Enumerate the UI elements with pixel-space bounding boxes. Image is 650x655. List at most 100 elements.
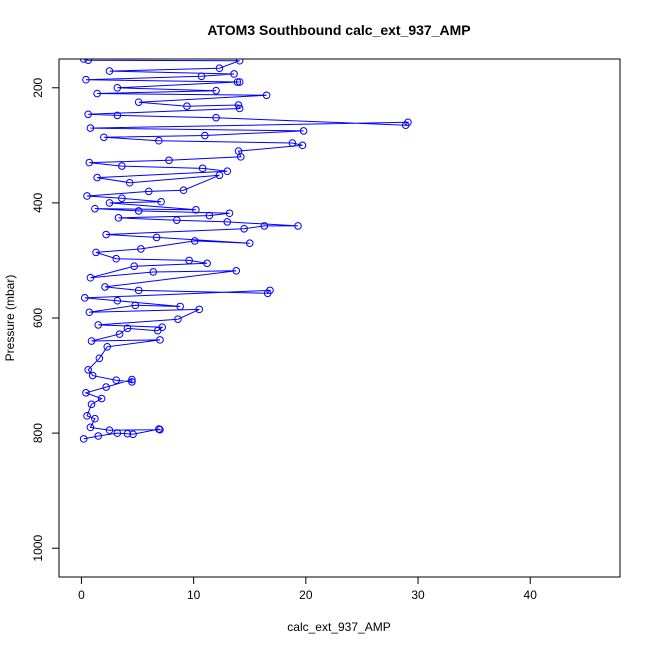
data-point xyxy=(105,67,114,75)
data-point xyxy=(185,256,193,265)
data-point xyxy=(205,211,214,220)
data-point xyxy=(112,376,121,384)
data-point xyxy=(230,70,238,78)
data-point xyxy=(81,294,89,302)
data-point xyxy=(113,296,122,305)
data-point xyxy=(84,110,92,119)
data-point xyxy=(102,383,110,391)
data-point xyxy=(115,330,124,338)
data-point xyxy=(82,75,90,84)
data-point xyxy=(123,324,132,333)
y-tick-label: 400 xyxy=(31,193,45,213)
data-point xyxy=(176,302,184,311)
data-point xyxy=(103,342,112,351)
data-point xyxy=(86,423,95,432)
series-layer xyxy=(79,59,412,443)
data-point xyxy=(240,224,248,233)
data-point xyxy=(158,323,167,332)
data-point xyxy=(212,113,220,122)
x-tick-label: 10 xyxy=(187,588,201,602)
data-point xyxy=(87,337,96,345)
data-point xyxy=(91,414,99,423)
data-point xyxy=(263,289,272,298)
data-point xyxy=(215,171,224,180)
data-point xyxy=(84,59,92,64)
x-tick-label: 40 xyxy=(524,588,538,602)
data-point xyxy=(223,167,232,176)
y-tick-label: 800 xyxy=(31,423,45,443)
data-point xyxy=(173,216,181,224)
data-point xyxy=(134,98,143,106)
data-point xyxy=(245,239,254,247)
data-point xyxy=(152,233,161,242)
data-point xyxy=(113,83,122,92)
data-point xyxy=(125,178,134,187)
data-point xyxy=(131,301,140,310)
data-point xyxy=(93,89,101,98)
data-point xyxy=(105,199,114,207)
x-tick-label: 30 xyxy=(411,588,425,602)
data-point xyxy=(262,91,271,100)
data-point xyxy=(91,204,99,213)
data-point xyxy=(113,429,122,437)
data-point xyxy=(83,412,91,420)
data-point xyxy=(95,354,104,363)
data-point xyxy=(105,426,114,435)
data-point xyxy=(82,389,90,397)
data-point xyxy=(85,158,94,167)
data-point xyxy=(134,207,143,215)
data-point xyxy=(260,222,269,230)
data-point xyxy=(156,425,164,434)
data-point xyxy=(195,305,204,314)
data-point xyxy=(235,104,244,113)
data-point xyxy=(144,187,153,196)
data-point xyxy=(234,101,243,109)
data-point xyxy=(299,127,308,135)
data-point xyxy=(130,262,138,271)
x-axis-label: calc_ext_937_AMP xyxy=(287,620,390,634)
y-tick-label: 1000 xyxy=(31,535,45,562)
y-axis-label: Pressure (mbar) xyxy=(3,275,17,362)
data-point xyxy=(203,259,211,268)
data-point xyxy=(232,267,241,275)
data-point xyxy=(114,214,123,222)
data-point xyxy=(86,273,95,282)
data-point xyxy=(94,321,103,329)
data-point xyxy=(174,315,182,323)
data-point xyxy=(298,141,307,150)
data-point xyxy=(83,192,91,200)
data-point xyxy=(155,136,163,145)
data-point xyxy=(137,245,145,253)
data-point xyxy=(86,124,95,132)
data-point xyxy=(197,72,206,81)
data-point xyxy=(97,394,106,403)
data-point xyxy=(183,102,191,110)
data-point xyxy=(112,254,121,263)
data-point xyxy=(93,173,101,182)
data-point xyxy=(87,400,96,409)
y-axis: 200 400 600 800 1000 xyxy=(31,77,60,562)
data-point xyxy=(235,59,244,65)
data-point xyxy=(157,197,165,206)
x-tick-label: 0 xyxy=(78,588,85,602)
data-point xyxy=(100,133,108,142)
data-point xyxy=(201,131,209,140)
data-point xyxy=(123,429,132,438)
data-point xyxy=(192,205,200,214)
y-tick-label: 200 xyxy=(31,77,45,97)
data-point xyxy=(94,432,103,440)
data-point xyxy=(288,139,297,147)
series-line xyxy=(83,59,409,440)
data-point xyxy=(165,156,173,165)
data-point xyxy=(92,248,100,257)
data-point xyxy=(401,121,410,129)
data-point xyxy=(128,375,136,384)
data-point xyxy=(101,283,109,291)
data-point xyxy=(215,64,224,73)
data-point xyxy=(223,218,232,226)
data-point xyxy=(179,186,188,195)
data-point xyxy=(129,430,137,439)
data-point xyxy=(113,111,122,120)
